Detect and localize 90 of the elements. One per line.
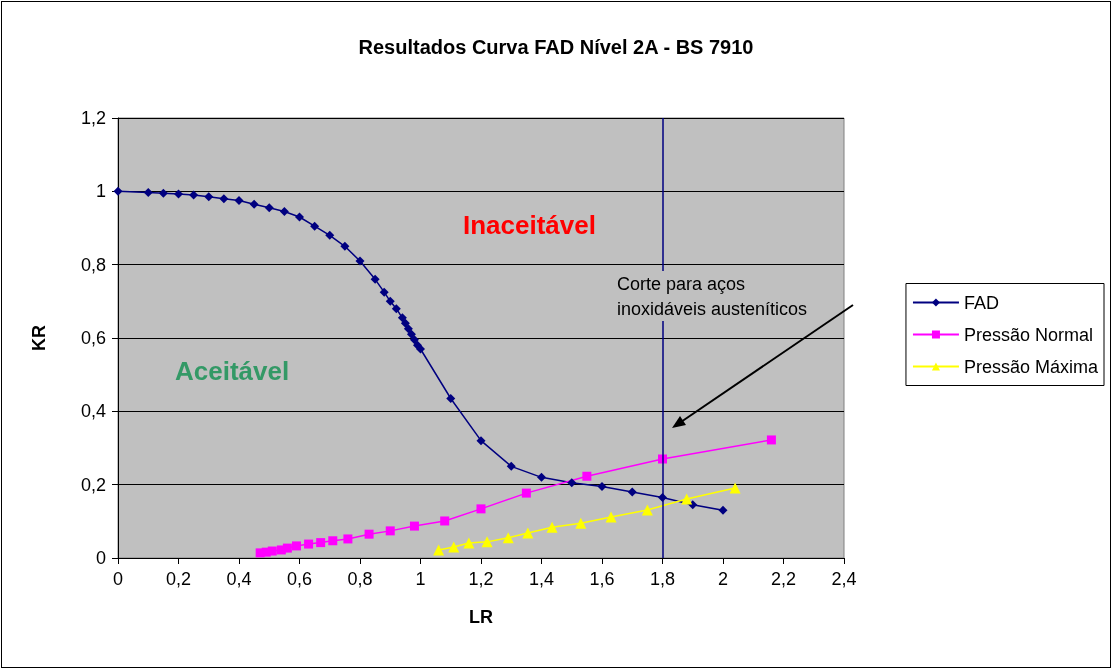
point [249,199,259,209]
point [340,241,350,251]
point [641,504,653,516]
point [506,461,516,471]
point [291,541,301,551]
point [355,256,365,266]
chart-title: Resultados Curva FAD Nível 2A - BS 7910 [358,36,754,58]
x-tick-label: 0 [112,569,124,589]
x-tick-label: 1,8 [649,569,676,589]
y-tick-label: 0,4 [80,401,106,422]
annotation: Corte para aços inoxidáveis austeníticos [617,273,808,319]
point [316,538,326,548]
point [681,493,693,505]
annotation: Inaceitável [463,210,596,240]
point [688,500,698,510]
x-tick-label: 2,4 [831,569,857,589]
point [343,534,353,544]
y-axis-title: KR [29,325,49,351]
point [597,482,607,491]
point [627,487,637,497]
annotation: Aceitável [175,356,290,386]
point [416,344,425,354]
point [409,521,419,531]
point [605,511,617,523]
y-tick-label: 1,2 [80,108,106,128]
point [295,212,304,222]
x-tick-label: 1,4 [528,569,555,589]
y-tick-label: 0,8 [80,254,106,275]
point [567,478,577,488]
x-axis-title: LR [469,607,493,627]
point [310,221,320,231]
point [522,527,534,539]
point [189,190,199,200]
y-tick-label: 1 [95,181,106,202]
point [325,230,335,240]
point [385,526,395,536]
point [476,436,486,446]
legend-label: Pressão Máxima [963,356,1099,377]
point [219,194,229,204]
y-tick-label: 0,2 [80,474,106,495]
point [279,207,289,216]
point [406,329,416,339]
point [397,313,407,323]
point [304,539,314,549]
point [174,189,183,199]
y-tick-label: 0,6 [80,328,106,348]
point [282,543,292,553]
legend-label: Pressão Normal [963,324,1093,345]
point [546,521,558,533]
point [718,505,728,515]
point [409,335,419,345]
point [234,196,244,205]
point [328,536,338,546]
point [446,394,456,403]
point [440,516,450,526]
y-tick-label: 0 [95,548,106,568]
x-tick-label: 2,2 [770,569,797,589]
point [400,318,410,328]
x-tick-label: 1,2 [468,569,494,589]
point [391,304,401,314]
point [575,517,587,529]
x-tick-label: 1 [415,569,426,589]
x-tick-label: 1,6 [589,569,615,589]
point [267,546,277,556]
x-tick-label: 0,4 [226,569,252,589]
point [502,532,514,544]
point [448,541,460,553]
point [537,472,546,482]
point [403,324,413,334]
point [481,536,493,548]
point [463,537,475,549]
point [476,504,486,514]
point [364,529,374,539]
point [582,471,592,481]
point [433,544,445,556]
point [264,203,274,213]
x-tick-label: 0,8 [347,569,373,589]
x-tick-label: 2 [717,569,729,589]
legend-label: FAD [963,292,999,313]
point [370,274,380,284]
point [766,435,776,445]
x-tick-label: 0,2 [165,569,192,589]
point [385,296,395,306]
point [204,192,214,202]
x-tick-label: 0,6 [286,569,313,589]
point [158,188,168,198]
point [521,488,531,498]
point [379,287,389,297]
point [729,482,741,494]
point [143,187,153,197]
